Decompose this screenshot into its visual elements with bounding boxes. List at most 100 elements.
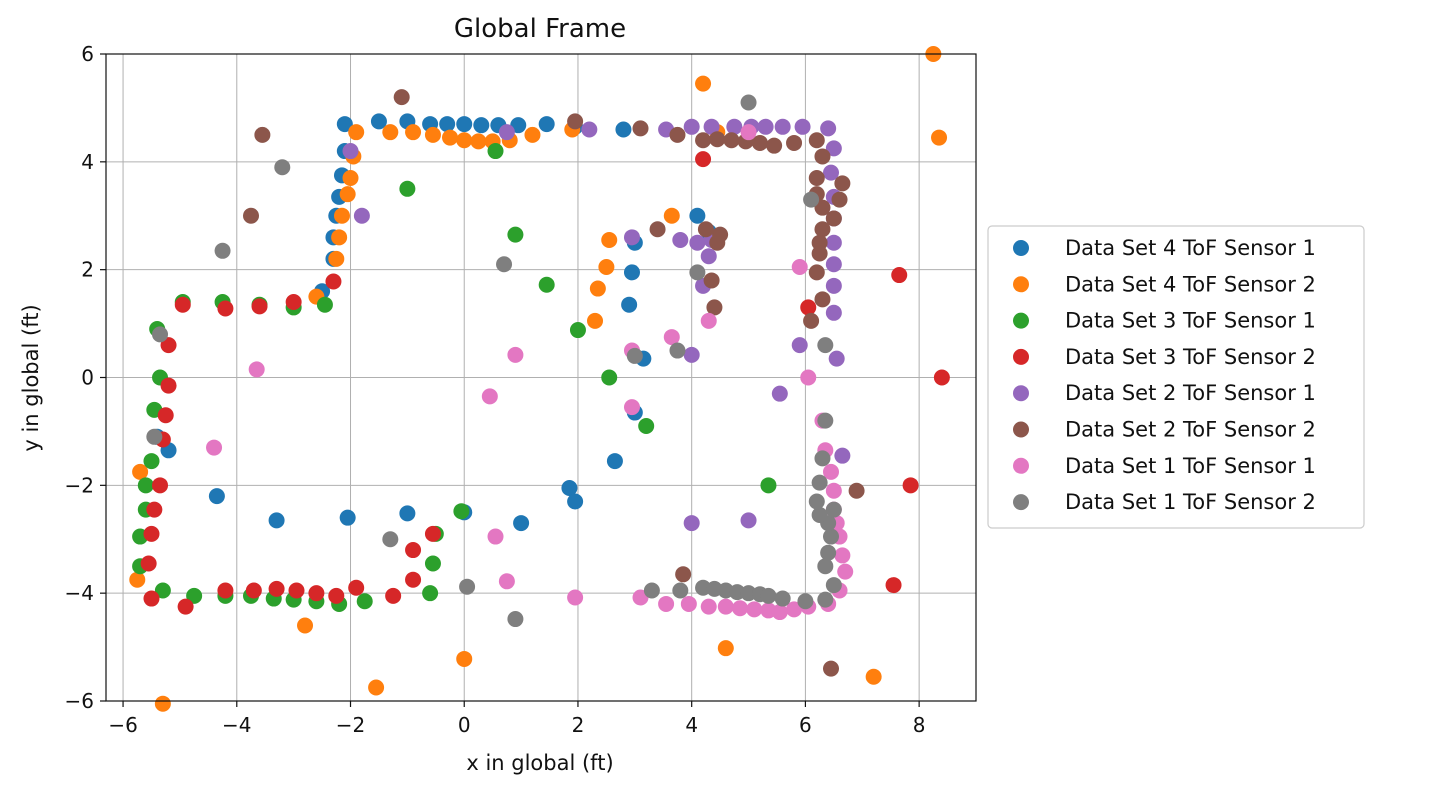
data-point [746, 601, 763, 618]
data-point [567, 589, 584, 606]
data-point [316, 296, 333, 313]
data-point [208, 488, 225, 505]
data-point [405, 124, 422, 141]
data-point [706, 299, 723, 316]
data-point [507, 611, 524, 628]
data-point [791, 337, 808, 354]
data-point [689, 207, 706, 224]
series-8 [146, 94, 842, 628]
data-point [424, 525, 441, 542]
legend-marker [1013, 457, 1029, 474]
data-point [328, 250, 345, 267]
data-point [339, 186, 356, 203]
y-tick-label: −4 [65, 581, 94, 605]
y-tick-label: −6 [65, 689, 94, 713]
data-point [663, 329, 680, 346]
data-point [823, 528, 839, 545]
data-point [823, 463, 839, 480]
data-point [439, 116, 456, 133]
data-point [672, 232, 689, 249]
legend-marker [1013, 385, 1029, 402]
data-point [683, 118, 700, 135]
data-point [385, 587, 402, 604]
data-point [288, 582, 305, 599]
data-point [243, 207, 259, 224]
data-point [424, 555, 441, 572]
data-point [331, 229, 348, 246]
data-point [717, 598, 734, 615]
data-point [399, 180, 416, 197]
y-tick-label: 0 [81, 366, 94, 390]
data-point [808, 170, 825, 187]
data-point [669, 342, 686, 359]
x-tick-label: 2 [572, 713, 585, 737]
data-point [160, 337, 177, 354]
data-point [174, 296, 191, 313]
data-point [160, 377, 177, 394]
data-point [339, 509, 356, 526]
legend-marker [1013, 348, 1029, 365]
x-tick-label: 8 [913, 713, 926, 737]
data-point [808, 493, 825, 510]
data-point [774, 118, 791, 135]
data-point [680, 595, 697, 612]
data-point [695, 132, 712, 149]
data-point [800, 369, 817, 386]
legend-label: Data Set 2 ToF Sensor 1 [1065, 381, 1316, 405]
data-point [623, 399, 640, 416]
data-point [140, 555, 157, 572]
data-point [703, 272, 720, 289]
data-point [814, 291, 831, 308]
data-point [825, 482, 842, 499]
data-point [865, 668, 882, 685]
data-point [473, 117, 490, 134]
data-point [146, 501, 163, 518]
legend-label: Data Set 4 ToF Sensor 1 [1065, 236, 1316, 260]
data-point [803, 191, 820, 208]
data-point [623, 264, 640, 281]
data-point [285, 294, 302, 311]
data-point [342, 170, 359, 187]
data-point [760, 587, 777, 604]
data-point [405, 542, 422, 559]
data-point [268, 580, 285, 597]
data-point [587, 312, 604, 329]
data-point [823, 164, 839, 181]
data-point [487, 528, 504, 545]
data-point [825, 140, 842, 157]
data-point [808, 264, 825, 281]
data-point [786, 134, 803, 151]
data-point [606, 453, 623, 470]
data-point [771, 385, 788, 402]
data-point [382, 531, 399, 548]
data-point [251, 298, 268, 315]
data-point [797, 593, 814, 610]
data-point [723, 132, 740, 149]
data-point [248, 361, 265, 378]
data-point [834, 447, 851, 464]
x-tick-label: 4 [685, 713, 698, 737]
data-point [601, 232, 618, 249]
data-point [817, 412, 834, 429]
data-point [399, 505, 416, 522]
data-point [757, 118, 774, 135]
data-point [658, 595, 675, 612]
data-point [274, 159, 291, 176]
data-point [538, 276, 555, 293]
data-point [601, 369, 618, 386]
data-point [663, 207, 680, 224]
legend-label: Data Set 1 ToF Sensor 2 [1065, 490, 1316, 514]
legend-box [987, 225, 1365, 529]
data-point [700, 312, 717, 329]
data-point [393, 89, 410, 106]
data-point [766, 137, 783, 154]
data-point [695, 75, 712, 92]
data-point [834, 547, 851, 564]
data-point [598, 258, 615, 275]
data-point [507, 346, 524, 363]
data-point [498, 124, 515, 141]
y-axis-ticks: −6 −4 −2 0 2 4 6 [65, 42, 106, 713]
data-point [129, 571, 146, 588]
data-point [643, 582, 660, 599]
